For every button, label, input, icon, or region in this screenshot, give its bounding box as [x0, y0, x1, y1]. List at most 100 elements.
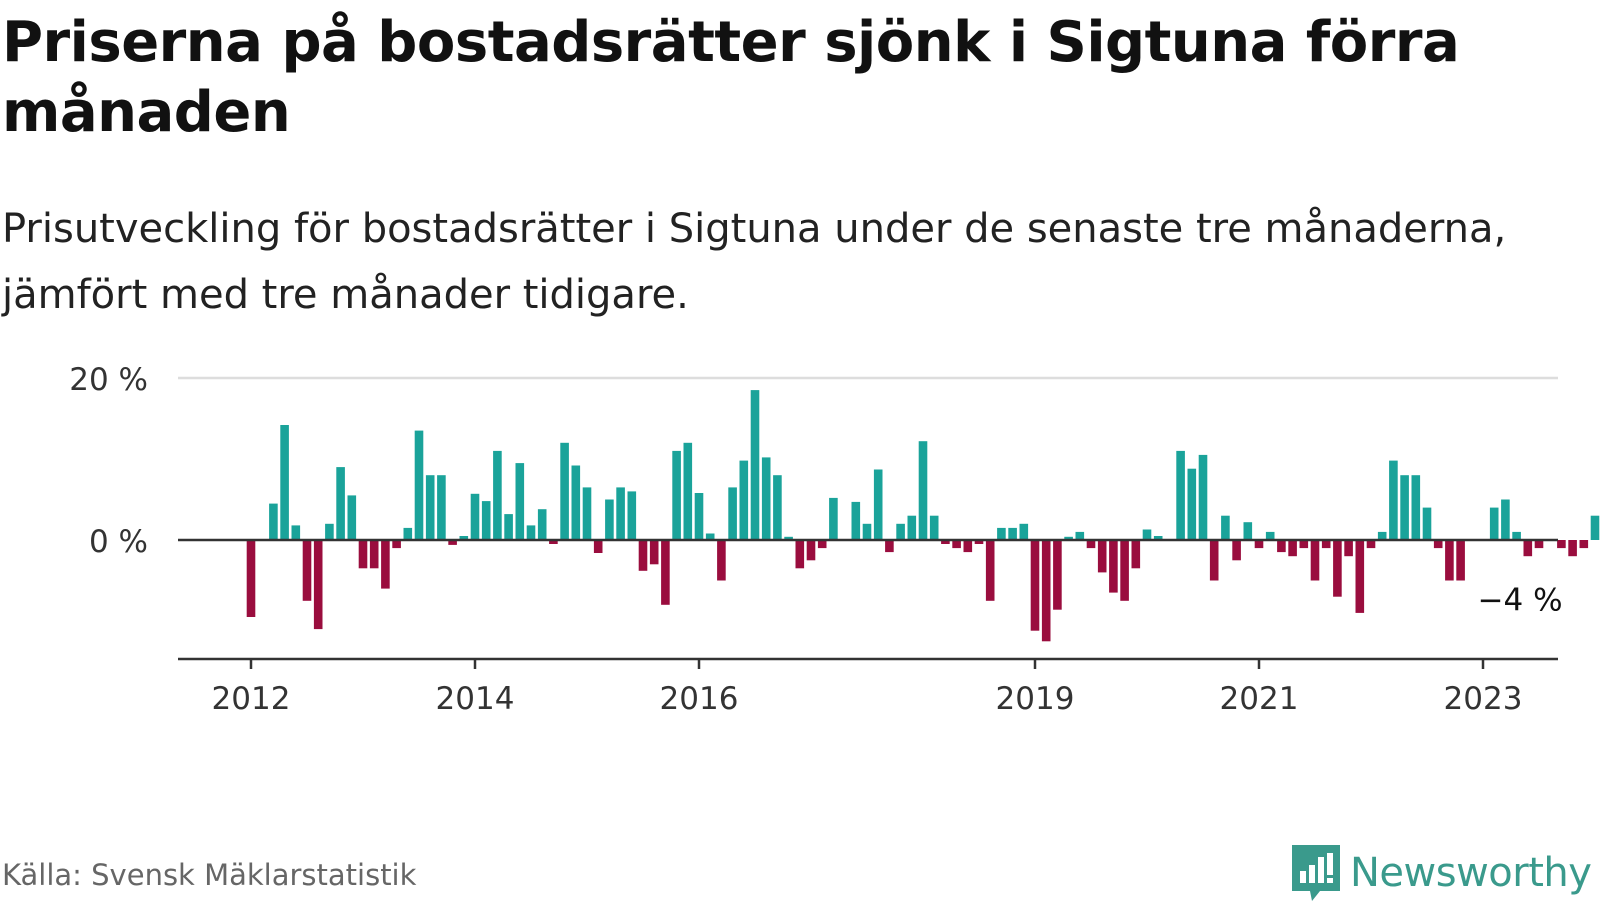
bar-negative: [1288, 540, 1297, 557]
bar-positive: [1512, 531, 1521, 540]
bar-positive: [493, 450, 502, 540]
bar-positive: [829, 497, 838, 540]
bar-positive: [515, 463, 525, 541]
label-layer: 0 % 20 % 2012 2014 2016 2019 2021 2023 −4 %: [69, 362, 1562, 717]
x-tick-label: 2023: [1444, 681, 1523, 717]
bar-negative: [358, 540, 368, 569]
bar-positive: [918, 441, 928, 540]
bar-positive: [1221, 515, 1230, 540]
bar-positive: [470, 493, 480, 540]
chart-title: Priserna på bostadsrätter sjönk i Sigtun…: [2, 10, 1460, 145]
bar-positive: [739, 460, 749, 540]
bar-negative: [313, 540, 323, 630]
bar-negative: [1534, 540, 1544, 549]
bar-negative: [1568, 540, 1577, 557]
bar-positive: [1187, 468, 1197, 540]
bar-positive: [1489, 507, 1499, 540]
bar-negative: [593, 540, 603, 553]
bar-positive: [414, 430, 424, 540]
bar-positive: [269, 503, 278, 540]
source-note: Källa: Svensk Mäklarstatistik: [2, 858, 417, 892]
bar-positive: [526, 525, 536, 540]
bar-positive: [437, 475, 446, 540]
y-tick-label: 20 %: [69, 362, 148, 398]
bar-negative: [1333, 540, 1342, 597]
bar-negative: [246, 540, 256, 617]
bar-positive: [1019, 523, 1029, 540]
bar-negative: [1445, 540, 1454, 581]
bar-positive: [705, 533, 715, 540]
bar-negative: [302, 540, 312, 601]
bar-negative: [1321, 540, 1331, 549]
bar-positive: [1142, 529, 1152, 540]
bar-positive: [336, 467, 345, 540]
bar-negative: [817, 540, 827, 549]
bar-negative: [1086, 540, 1096, 549]
bar-negative: [1310, 540, 1320, 581]
bar-negative: [1366, 540, 1376, 549]
bar-negative: [1120, 540, 1129, 601]
bar-negative: [1131, 540, 1141, 569]
bar-positive: [325, 523, 334, 540]
bar-negative: [885, 540, 894, 553]
bar-positive: [896, 523, 905, 540]
bar-positive: [582, 487, 592, 540]
axis-layer: [178, 538, 1558, 669]
bar-negative: [1053, 540, 1062, 610]
bar-positive: [694, 493, 704, 540]
y-tick-label: 0 %: [89, 524, 148, 560]
bar-positive: [1265, 531, 1275, 540]
last-value-label: −4 %: [1478, 582, 1563, 618]
bar-positive: [280, 425, 289, 540]
x-tick-label: 2012: [212, 681, 291, 717]
x-tick-label: 2021: [1220, 681, 1299, 717]
bar-negative: [638, 540, 648, 571]
bar-positive: [425, 475, 435, 540]
bar-positive: [1501, 499, 1510, 540]
bars-layer: [246, 390, 1600, 642]
bar-positive: [1153, 536, 1163, 540]
bar-negative: [369, 540, 379, 569]
bar-positive: [571, 465, 581, 540]
bar-positive: [750, 390, 760, 540]
bar-positive: [784, 536, 793, 540]
bar-positive: [605, 499, 614, 540]
bar-negative: [952, 540, 961, 549]
bar-positive: [1400, 475, 1409, 540]
bar-negative: [1523, 540, 1533, 557]
bar-positive: [403, 527, 413, 540]
bar-negative: [1097, 540, 1107, 573]
bar-positive: [1389, 460, 1398, 540]
bar-positive: [873, 469, 883, 540]
bar-negative: [974, 540, 984, 544]
bar-positive: [459, 536, 469, 540]
bar-positive: [504, 514, 513, 540]
bar-negative: [649, 540, 659, 565]
bar-positive: [761, 457, 771, 540]
x-tick-label: 2019: [996, 681, 1075, 717]
bar-positive: [347, 495, 357, 540]
bar-negative: [1277, 540, 1286, 553]
brand-name: Newsworthy: [1350, 850, 1592, 896]
bar-positive: [1422, 507, 1432, 540]
bar-negative: [392, 540, 401, 549]
newsworthy-logo-icon: [1292, 845, 1340, 901]
bar-negative: [1209, 540, 1219, 581]
bar-positive: [907, 515, 917, 540]
bar-positive: [481, 501, 491, 540]
bar-negative: [985, 540, 995, 601]
bar-positive: [1243, 522, 1253, 540]
bar-positive: [728, 487, 737, 540]
bar-negative: [941, 540, 950, 544]
bar-positive: [997, 527, 1006, 540]
bar-positive: [862, 523, 872, 540]
chart-subtitle: Prisutveckling för bostadsrätter i Sigtu…: [2, 206, 1507, 318]
bar-positive: [1377, 531, 1387, 540]
bar-positive: [773, 475, 782, 540]
bar-negative: [806, 540, 816, 561]
bar-negative: [1030, 540, 1040, 631]
bar-positive: [1008, 527, 1017, 540]
bar-positive: [560, 442, 569, 540]
newsworthy-brand[interactable]: Newsworthy: [1290, 840, 1592, 906]
bar-negative: [448, 540, 457, 545]
